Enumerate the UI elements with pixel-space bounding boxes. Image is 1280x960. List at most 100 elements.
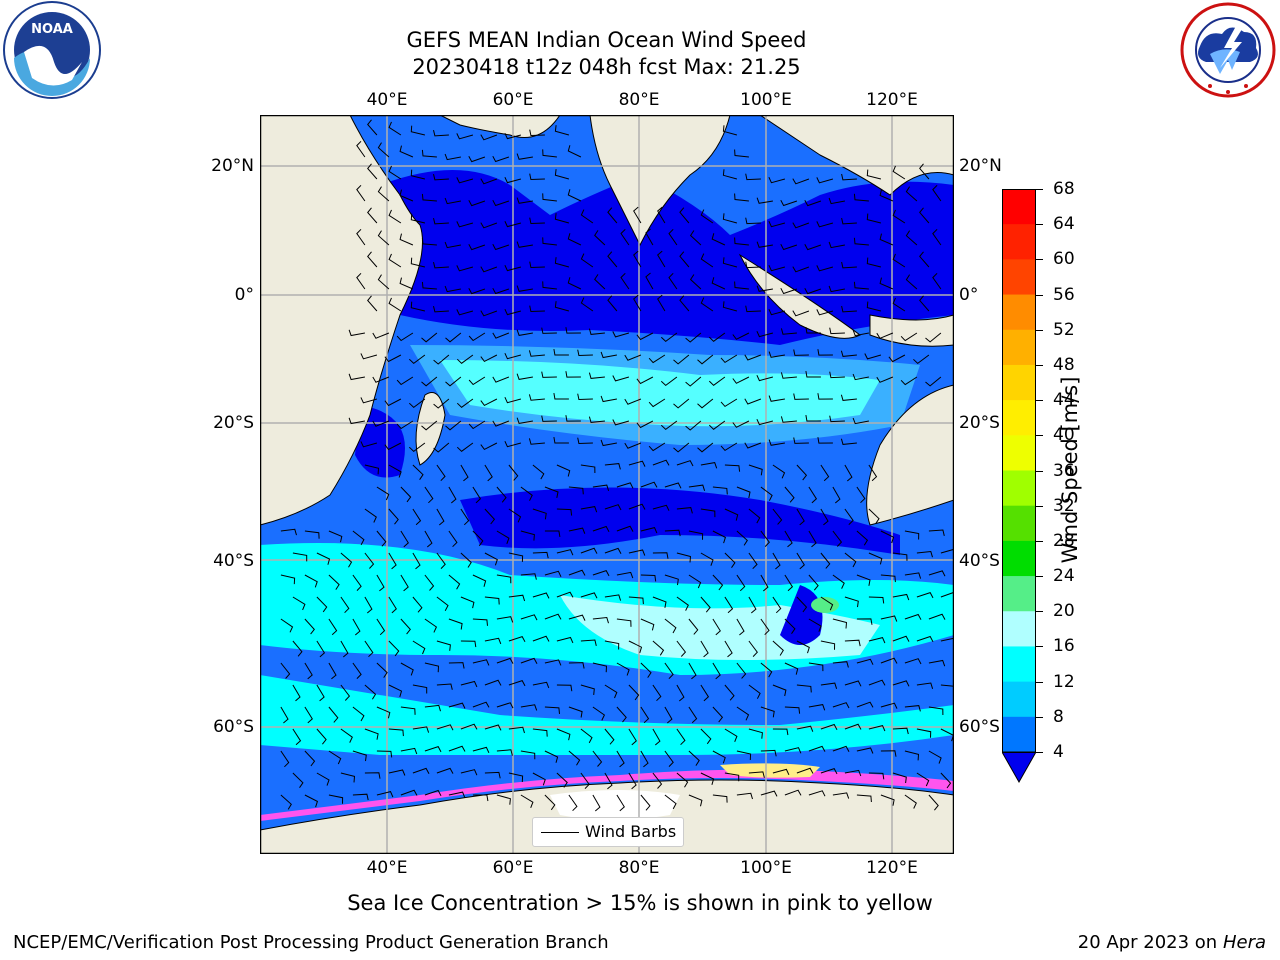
wind-barb	[592, 616, 609, 624]
wind-barb	[367, 119, 378, 136]
wind-barb	[712, 794, 728, 803]
wind-barb	[624, 442, 642, 449]
lon-label-top: 60°E	[492, 90, 534, 110]
wind-barb	[768, 395, 785, 402]
wind-barb	[424, 530, 433, 548]
wind-barb	[568, 750, 581, 766]
wind-barb	[504, 176, 522, 184]
wind-barb	[400, 747, 418, 755]
wind-barb	[624, 354, 642, 361]
wind-barb	[484, 724, 502, 731]
wind-barb	[808, 574, 819, 591]
wind-barb	[900, 332, 918, 342]
wind-barb	[580, 728, 593, 744]
wind-barb	[388, 640, 400, 657]
wind-barb	[340, 552, 353, 568]
wind-barb	[760, 706, 775, 718]
colorbar-tick-label: 20	[1053, 601, 1075, 622]
wind-barb	[804, 200, 822, 207]
wind-barb	[580, 209, 594, 224]
wind-barb	[367, 251, 378, 268]
wind-barb	[676, 552, 692, 563]
colorbar-tick-label: 12	[1053, 671, 1075, 692]
wind-barb	[592, 662, 608, 673]
wind-barb	[328, 750, 342, 765]
wind-barb	[532, 635, 550, 642]
wind-barb	[892, 772, 907, 784]
wind-barb	[520, 614, 538, 621]
wind-barb	[636, 332, 654, 341]
wind-barb	[580, 506, 598, 513]
wind-barb	[612, 419, 630, 426]
wind-barb	[852, 417, 869, 425]
colorbar-tick-mark	[1036, 611, 1043, 613]
wind-barb	[808, 662, 824, 672]
wind-barb	[840, 350, 857, 357]
wind-barb	[784, 747, 802, 754]
southern-cyan-band	[260, 675, 954, 755]
wind-barb	[377, 230, 390, 246]
wind-barb	[880, 794, 895, 806]
wind-barb	[556, 464, 571, 477]
wind-barb	[352, 530, 365, 546]
wind-barb	[688, 484, 706, 491]
wind-barb	[436, 552, 446, 569]
wind-barb	[844, 769, 862, 777]
wind-barb	[640, 706, 650, 724]
wind-barb	[844, 680, 862, 687]
wind-barb	[892, 593, 910, 601]
wind-barb	[784, 486, 795, 503]
wind-barb	[372, 332, 390, 339]
wind-barb	[832, 530, 843, 547]
wind-barb	[388, 464, 402, 478]
wind-barb	[421, 281, 437, 290]
colorbar-band	[1002, 259, 1036, 296]
wind-barb	[664, 794, 677, 810]
wind-barb	[748, 684, 761, 699]
wind-barb	[516, 329, 533, 336]
wind-barb	[905, 274, 918, 290]
wind-barb	[436, 724, 454, 731]
wind-barb	[866, 257, 882, 268]
wind-barb	[412, 684, 428, 694]
colorbar-band	[1002, 611, 1036, 647]
wind-barb	[816, 265, 834, 272]
wind-barb	[868, 464, 878, 482]
wind-barb	[832, 702, 850, 709]
wind-barb	[841, 261, 857, 269]
wind-barb	[304, 574, 318, 588]
wind-barb	[604, 463, 621, 470]
wind-barb	[880, 702, 898, 709]
wind-barb	[448, 530, 458, 548]
wind-barb	[448, 618, 463, 630]
wind-barb	[928, 706, 944, 716]
wind-barb	[892, 253, 906, 268]
wind-barb	[445, 332, 462, 343]
wind-barb	[399, 233, 414, 246]
wind-barb	[780, 243, 798, 251]
wind-barb	[460, 680, 478, 688]
wind-barb	[456, 398, 474, 408]
wind-barb	[468, 288, 486, 295]
wind-barb	[829, 371, 845, 379]
wind-barb	[841, 305, 857, 313]
wind-barb	[616, 525, 634, 532]
wind-barb	[556, 549, 574, 556]
wind-barb	[472, 794, 489, 802]
colorbar-tick-mark	[1036, 505, 1043, 507]
wind-barb	[768, 220, 786, 228]
wind-barb	[722, 213, 738, 224]
wind-barb	[367, 207, 378, 224]
graticule	[260, 115, 954, 854]
wind-barb	[352, 793, 369, 801]
wind-barb	[508, 726, 525, 734]
wind-barb	[792, 310, 810, 317]
wind-barb	[408, 398, 426, 409]
wind-barb	[496, 616, 514, 623]
wind-barb	[400, 618, 411, 635]
wind-barb	[377, 142, 390, 158]
wind-barb	[820, 464, 830, 482]
wind-barb	[433, 354, 450, 365]
wind-barb	[712, 662, 721, 680]
wind-barb	[316, 772, 330, 786]
